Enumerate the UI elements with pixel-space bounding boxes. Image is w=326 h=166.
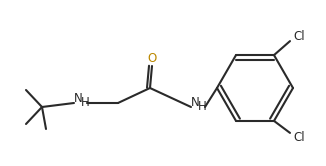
Text: N: N <box>74 91 82 105</box>
Text: O: O <box>147 51 156 65</box>
Text: H: H <box>81 95 89 109</box>
Text: Cl: Cl <box>293 131 305 144</box>
Text: N: N <box>191 95 200 109</box>
Text: H: H <box>198 99 206 113</box>
Text: Cl: Cl <box>293 30 305 43</box>
